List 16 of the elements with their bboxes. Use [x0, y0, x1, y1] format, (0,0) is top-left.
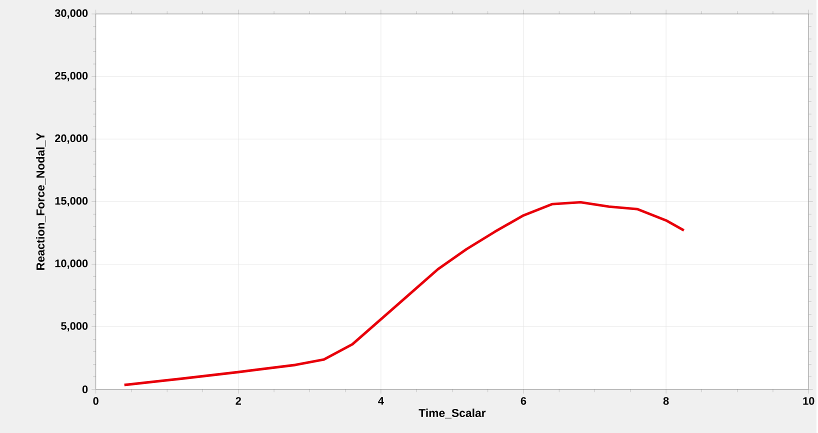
y-tick-label: 20,000 — [54, 134, 88, 144]
y-tick-label: 5,000 — [61, 322, 88, 332]
y-tick-label: 30,000 — [54, 9, 88, 19]
y-tick-label: 10,000 — [55, 259, 88, 269]
line-series — [123, 200, 686, 386]
x-axis-title: Time_Scalar — [418, 408, 486, 418]
x-tick-label: 4 — [378, 396, 384, 404]
x-tick-label: 6 — [520, 396, 526, 405]
y-tick-label: 25,000 — [54, 72, 88, 82]
y-tick-label: 15,000 — [55, 196, 88, 206]
y-axis-title: Reaction_Force_Nodal_Y — [36, 132, 46, 270]
x-tick-label: 0 — [93, 396, 98, 405]
x-tick-label: 2 — [236, 396, 241, 405]
x-tick-label: 8 — [663, 396, 669, 405]
x-tick-label: 10 — [803, 396, 814, 405]
y-tick-label: 0 — [82, 385, 88, 394]
